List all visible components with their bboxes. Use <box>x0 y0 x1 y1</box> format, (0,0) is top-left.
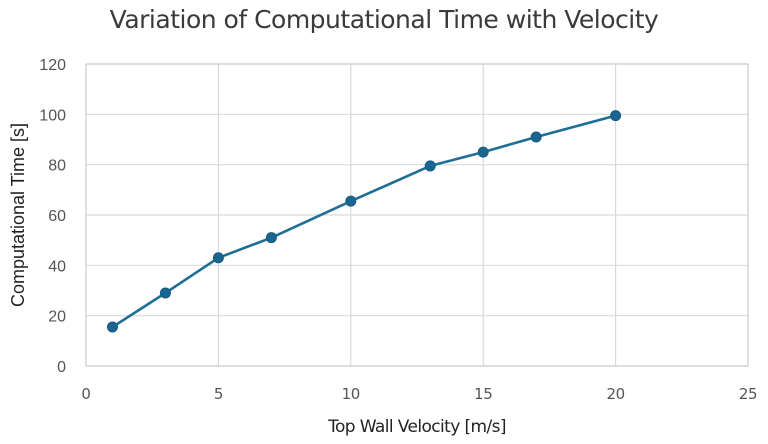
x-tick-label: 0 <box>81 385 90 403</box>
x-axis-ticks: 0 5 10 15 20 25 <box>81 385 757 403</box>
data-point <box>106 321 118 333</box>
data-point <box>424 160 436 172</box>
x-axis-label: Top Wall Velocity [m/s] <box>327 417 506 437</box>
x-tick-label: 25 <box>739 385 757 403</box>
y-tick-label: 120 <box>39 57 66 74</box>
y-tick-label: 40 <box>48 258 66 275</box>
y-axis-ticks: 0 20 40 60 80 100 120 <box>39 57 66 376</box>
y-tick-label: 80 <box>48 158 66 175</box>
data-point <box>345 195 357 207</box>
data-point <box>159 287 171 299</box>
data-point <box>212 252 224 264</box>
y-tick-label: 20 <box>48 309 66 326</box>
y-tick-label: 0 <box>57 359 66 376</box>
y-tick-label: 60 <box>48 208 66 225</box>
data-point <box>477 146 489 158</box>
gridlines <box>85 63 749 367</box>
data-point <box>265 232 277 244</box>
y-tick-label: 100 <box>39 107 66 124</box>
data-point <box>530 131 542 143</box>
x-tick-label: 20 <box>606 385 624 403</box>
plot-area-frame <box>85 63 749 367</box>
data-point <box>610 110 622 122</box>
series-line <box>111 114 616 329</box>
x-tick-label: 10 <box>342 385 360 403</box>
chart-title: Variation of Computational Time with Vel… <box>110 5 659 34</box>
y-axis-label: Computational Time [s] <box>8 123 28 307</box>
x-tick-label: 15 <box>474 385 492 403</box>
x-tick-label: 5 <box>214 385 223 403</box>
series-layer <box>106 110 622 333</box>
